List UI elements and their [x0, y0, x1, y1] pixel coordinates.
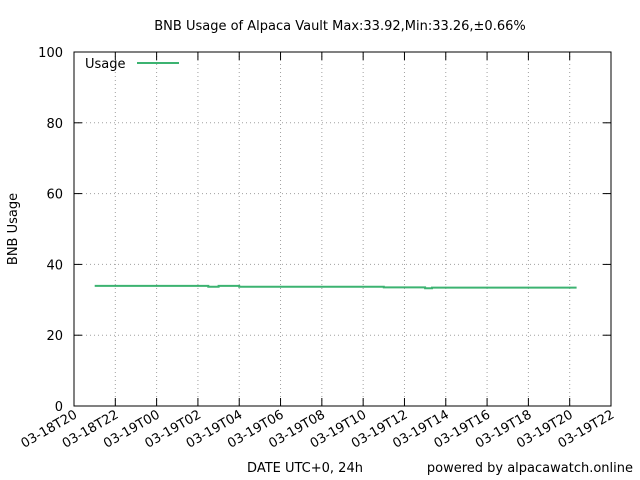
chart-title: BNB Usage of Alpaca Vault Max:33.92,Min:…	[154, 19, 525, 34]
y-tick-label: 80	[46, 117, 63, 132]
plot-frame	[73, 51, 612, 407]
y-tick-label: 0	[55, 400, 63, 415]
series-layer	[94, 284, 577, 290]
y-tick-label: 40	[46, 258, 63, 273]
y-axis: 0 20 40 60 80 100	[38, 46, 611, 415]
credit-text: powered by alpacawatch.online	[427, 461, 633, 476]
y-tick-label: 20	[46, 329, 63, 344]
grid-lines	[74, 52, 611, 406]
y-axis-label: BNB Usage	[6, 193, 21, 265]
legend-label-usage: Usage	[85, 57, 126, 72]
legend: Usage	[85, 57, 179, 72]
series-line-usage	[94, 284, 577, 290]
y-tick-label: 100	[38, 46, 63, 61]
y-tick-label: 60	[46, 188, 63, 203]
x-axis-label: DATE UTC+0, 24h	[247, 461, 363, 476]
x-axis: 03-18T2003-18T2203-19T0003-19T0203-19T04…	[19, 52, 617, 452]
